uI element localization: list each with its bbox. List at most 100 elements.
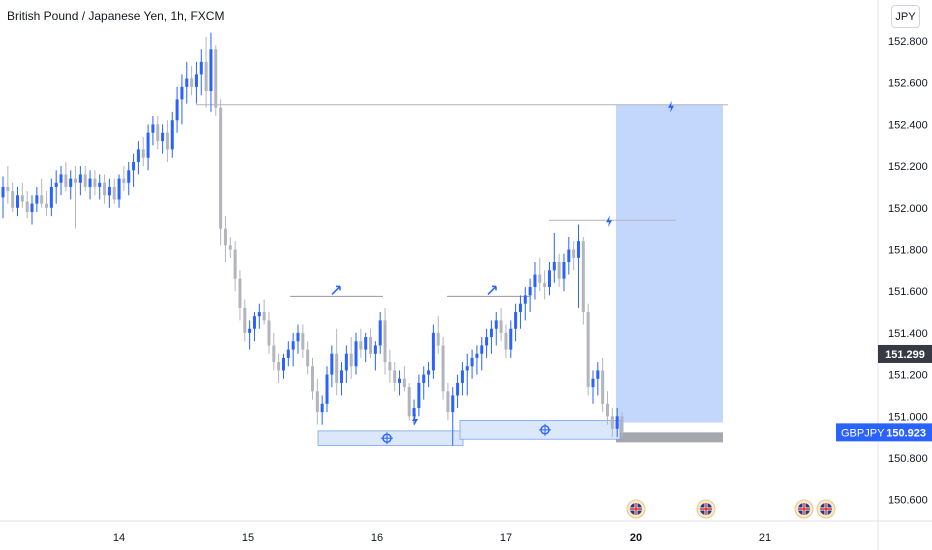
candle-body xyxy=(436,332,440,346)
candle-body xyxy=(509,328,513,350)
candle-body xyxy=(533,274,537,288)
candle-body xyxy=(204,61,208,92)
y-tick-label: 152.400 xyxy=(888,119,928,131)
candle-body xyxy=(620,416,624,433)
y-tick-label: 152.200 xyxy=(888,161,928,173)
y-tick-label: 150.600 xyxy=(888,495,928,507)
symbol-label: GBPJPY xyxy=(841,427,885,439)
x-tick-label: 16 xyxy=(371,532,383,544)
y-tick-label: 152.800 xyxy=(888,36,928,48)
candle-body xyxy=(349,353,353,367)
y-tick-label: 151.800 xyxy=(888,245,928,257)
candle-body xyxy=(581,241,585,313)
candle-body xyxy=(514,312,518,329)
candle-body xyxy=(180,86,184,100)
y-tick-label: 152.000 xyxy=(888,203,928,215)
x-tick-label: 20 xyxy=(630,532,642,544)
candle-body xyxy=(194,74,198,87)
candle-body xyxy=(35,195,39,204)
candle-body xyxy=(562,262,566,279)
candle-body xyxy=(238,278,242,308)
candle-body xyxy=(557,262,561,279)
candle-body xyxy=(199,61,203,75)
last-price-tag xyxy=(836,423,932,442)
candle-body xyxy=(233,249,237,279)
candle-body xyxy=(354,341,358,367)
candle-body xyxy=(344,353,348,371)
candle-body xyxy=(286,349,290,358)
candle-body xyxy=(572,249,576,258)
candle-body xyxy=(252,316,256,329)
candle-body xyxy=(45,203,49,208)
x-tick-label: 14 xyxy=(113,532,125,544)
candle-body xyxy=(190,78,194,87)
candle-body xyxy=(523,295,527,304)
candle-body xyxy=(272,345,276,363)
candle-body xyxy=(74,178,78,183)
candle-body xyxy=(499,320,503,333)
candle-body xyxy=(16,195,20,208)
candle-body xyxy=(615,416,619,429)
candle-body xyxy=(98,182,102,187)
y-tick-label: 150.800 xyxy=(888,453,928,465)
candle-body xyxy=(398,378,402,383)
stop-zone xyxy=(616,432,723,443)
candle-body xyxy=(161,132,165,142)
candle-body xyxy=(219,107,223,229)
candle-body xyxy=(170,120,174,150)
chart-title: British Pound / Japanese Yen, 1h, FXCM xyxy=(7,9,225,23)
candle-body xyxy=(489,328,493,338)
candle-body xyxy=(518,303,522,313)
candle-body xyxy=(494,320,498,329)
y-tick-label: 151.600 xyxy=(888,286,928,298)
candle-body xyxy=(431,332,435,371)
x-tick-label: 17 xyxy=(500,532,512,544)
candle-body xyxy=(504,332,508,350)
candle-body xyxy=(243,307,247,333)
candle-body xyxy=(378,320,382,346)
candle-body xyxy=(281,357,285,371)
candle-body xyxy=(6,186,10,192)
candle-body xyxy=(340,370,344,383)
candle-body xyxy=(315,391,319,413)
candle-body xyxy=(373,345,377,354)
crosshair-price-text: 151.299 xyxy=(885,349,925,361)
candle-body xyxy=(107,186,111,196)
candle-body xyxy=(451,395,455,413)
lightning-icon xyxy=(412,414,418,426)
candle-body xyxy=(480,345,484,354)
candle-body xyxy=(146,132,150,158)
candle-body xyxy=(402,378,406,388)
candle-body xyxy=(470,357,474,367)
uk-flag-icon xyxy=(700,503,712,515)
candle-body xyxy=(54,182,58,187)
candle-body xyxy=(20,195,24,202)
candle-body xyxy=(335,353,339,383)
candle-body xyxy=(547,270,551,288)
candle-body xyxy=(78,174,82,183)
candle-body xyxy=(103,182,107,196)
y-tick-label: 151.000 xyxy=(888,411,928,423)
currency-button[interactable]: JPY xyxy=(891,5,920,28)
candle-body xyxy=(576,241,580,258)
candle-body xyxy=(359,341,363,350)
x-tick-label: 21 xyxy=(759,532,771,544)
candle-body xyxy=(88,178,92,187)
candle-body xyxy=(257,312,261,317)
candle-body xyxy=(610,416,614,429)
candle-body xyxy=(175,99,179,121)
candle-body xyxy=(122,178,126,183)
candle-body xyxy=(59,174,63,183)
candle-body xyxy=(311,366,314,392)
target-zone xyxy=(616,104,723,423)
crosshair-price-tag xyxy=(878,344,932,363)
candle-body xyxy=(165,132,169,150)
candle-body xyxy=(267,320,271,346)
candle-body xyxy=(407,387,411,417)
candle-body xyxy=(427,370,431,375)
candle-body xyxy=(596,370,600,379)
candle-body xyxy=(383,320,387,363)
candle-body xyxy=(422,374,426,383)
candle-body xyxy=(446,391,450,413)
